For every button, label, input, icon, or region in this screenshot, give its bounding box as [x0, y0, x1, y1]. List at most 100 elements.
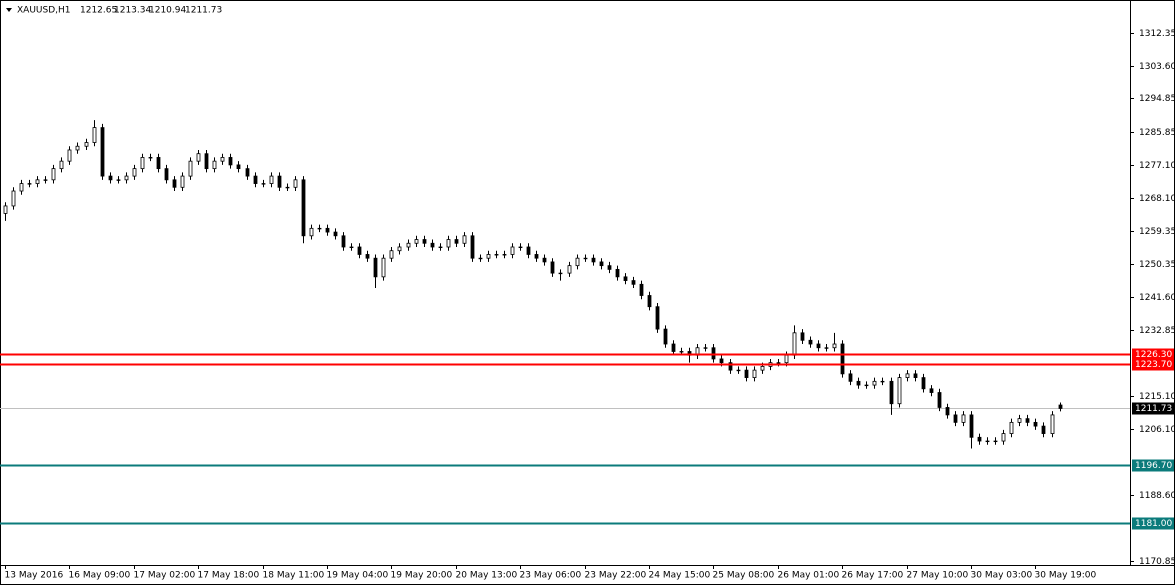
- candle-body: [365, 254, 370, 259]
- candle-body: [124, 175, 129, 181]
- y-tick-label: 1241.60: [1139, 293, 1175, 303]
- symbol-title: XAUUSD,H1: [17, 6, 71, 16]
- candle-body: [11, 190, 16, 207]
- level-label-bg: [1132, 358, 1174, 371]
- header-low: 1210.94: [149, 6, 186, 16]
- candle-body: [977, 436, 982, 442]
- candle-body: [993, 440, 998, 443]
- x-tick-label: 18 May 11:00: [263, 571, 325, 581]
- candle-body: [140, 157, 145, 170]
- candle-body: [985, 440, 990, 443]
- candle-body: [655, 306, 660, 330]
- candle-body: [67, 149, 72, 162]
- y-tick-label: 1259.35: [1139, 227, 1175, 237]
- candle-body: [502, 254, 507, 256]
- candle-body: [196, 153, 201, 162]
- candle-body: [51, 168, 56, 181]
- level-label: 1223.70: [1135, 360, 1172, 370]
- candle-body: [92, 127, 97, 143]
- candle-body: [261, 183, 266, 185]
- bid-label-bg: [1132, 402, 1174, 415]
- candle-body: [35, 179, 40, 184]
- x-tick-label: 30 May 19:00: [1035, 571, 1097, 581]
- candle-body: [832, 343, 837, 349]
- candle-body: [550, 261, 555, 274]
- y-tick-label: 1312.35: [1139, 29, 1175, 39]
- level-label-bg: [1132, 459, 1174, 472]
- candle-body: [228, 157, 233, 166]
- candle-body: [3, 205, 8, 214]
- candle-body: [575, 257, 580, 267]
- candle-body: [27, 183, 32, 185]
- candle-body: [236, 164, 241, 170]
- x-tick-label: 23 May 06:00: [520, 571, 582, 581]
- candle-body: [220, 157, 225, 162]
- level-label-bg: [1132, 517, 1174, 530]
- candle-body: [872, 380, 877, 386]
- candle-body: [510, 246, 515, 255]
- y-tick-label: 1250.35: [1139, 260, 1175, 270]
- candle-body: [164, 168, 169, 181]
- y-tick-label: 1188.60: [1139, 491, 1175, 501]
- candle-body: [148, 157, 153, 159]
- x-tick-label: 26 May 17:00: [842, 571, 904, 581]
- candle-body: [172, 179, 177, 188]
- y-tick-label: 1215.10: [1139, 392, 1175, 402]
- candle-body: [905, 373, 910, 378]
- candle-body: [132, 168, 137, 177]
- candle-body: [1025, 418, 1030, 423]
- candle-body: [397, 246, 402, 252]
- candle-body: [333, 231, 338, 237]
- candle-body: [486, 254, 491, 259]
- x-tick-label: 25 May 08:00: [713, 571, 775, 581]
- candle-body: [1001, 433, 1006, 442]
- candle-body: [856, 380, 861, 386]
- candle-body: [1041, 425, 1046, 434]
- candle-body: [880, 380, 885, 383]
- candle-body: [728, 362, 733, 371]
- candle-body: [583, 257, 588, 260]
- candle-body: [470, 235, 475, 259]
- candle-body: [84, 142, 89, 147]
- level-label-bg: [1132, 348, 1174, 361]
- candle-body: [188, 160, 193, 177]
- candle-body: [711, 347, 716, 360]
- candle-body: [478, 257, 483, 260]
- candle-body: [840, 343, 845, 375]
- candle-body: [454, 239, 459, 244]
- candle-body: [1009, 421, 1014, 434]
- candle-body: [156, 157, 161, 170]
- candle-body: [591, 257, 596, 263]
- candle-body: [848, 373, 853, 382]
- candle-body: [776, 362, 781, 364]
- candle-body: [929, 388, 934, 393]
- candle-body: [808, 339, 813, 345]
- y-tick-label: 1268.10: [1139, 194, 1175, 204]
- candle-body: [937, 392, 942, 408]
- candle-body: [293, 179, 298, 188]
- header-close: 1211.73: [185, 6, 222, 16]
- candle-body: [389, 250, 394, 259]
- candle-body: [422, 239, 427, 244]
- header-open: 1212.65: [80, 6, 117, 16]
- candle-body: [913, 373, 918, 378]
- candle-body: [736, 369, 741, 372]
- level-label: 1181.00: [1135, 519, 1172, 529]
- candle-body: [100, 127, 105, 177]
- candle-body: [19, 183, 24, 192]
- candle-body: [317, 227, 322, 230]
- candle-body: [1033, 421, 1038, 427]
- x-tick-label: 17 May 18:00: [198, 571, 260, 581]
- candle-body: [792, 332, 797, 356]
- y-tick-label: 1170.85: [1139, 557, 1175, 567]
- candle-body: [1050, 414, 1055, 434]
- x-tick-label: 19 May 20:00: [391, 571, 453, 581]
- candle-body: [108, 175, 113, 181]
- candle-body: [269, 175, 274, 184]
- x-tick-label: 30 May 03:00: [971, 571, 1033, 581]
- candle-body: [357, 246, 362, 255]
- candle-body: [349, 246, 354, 248]
- x-tick-label: 16 May 09:00: [69, 571, 131, 581]
- menu-arrow[interactable]: [6, 8, 12, 12]
